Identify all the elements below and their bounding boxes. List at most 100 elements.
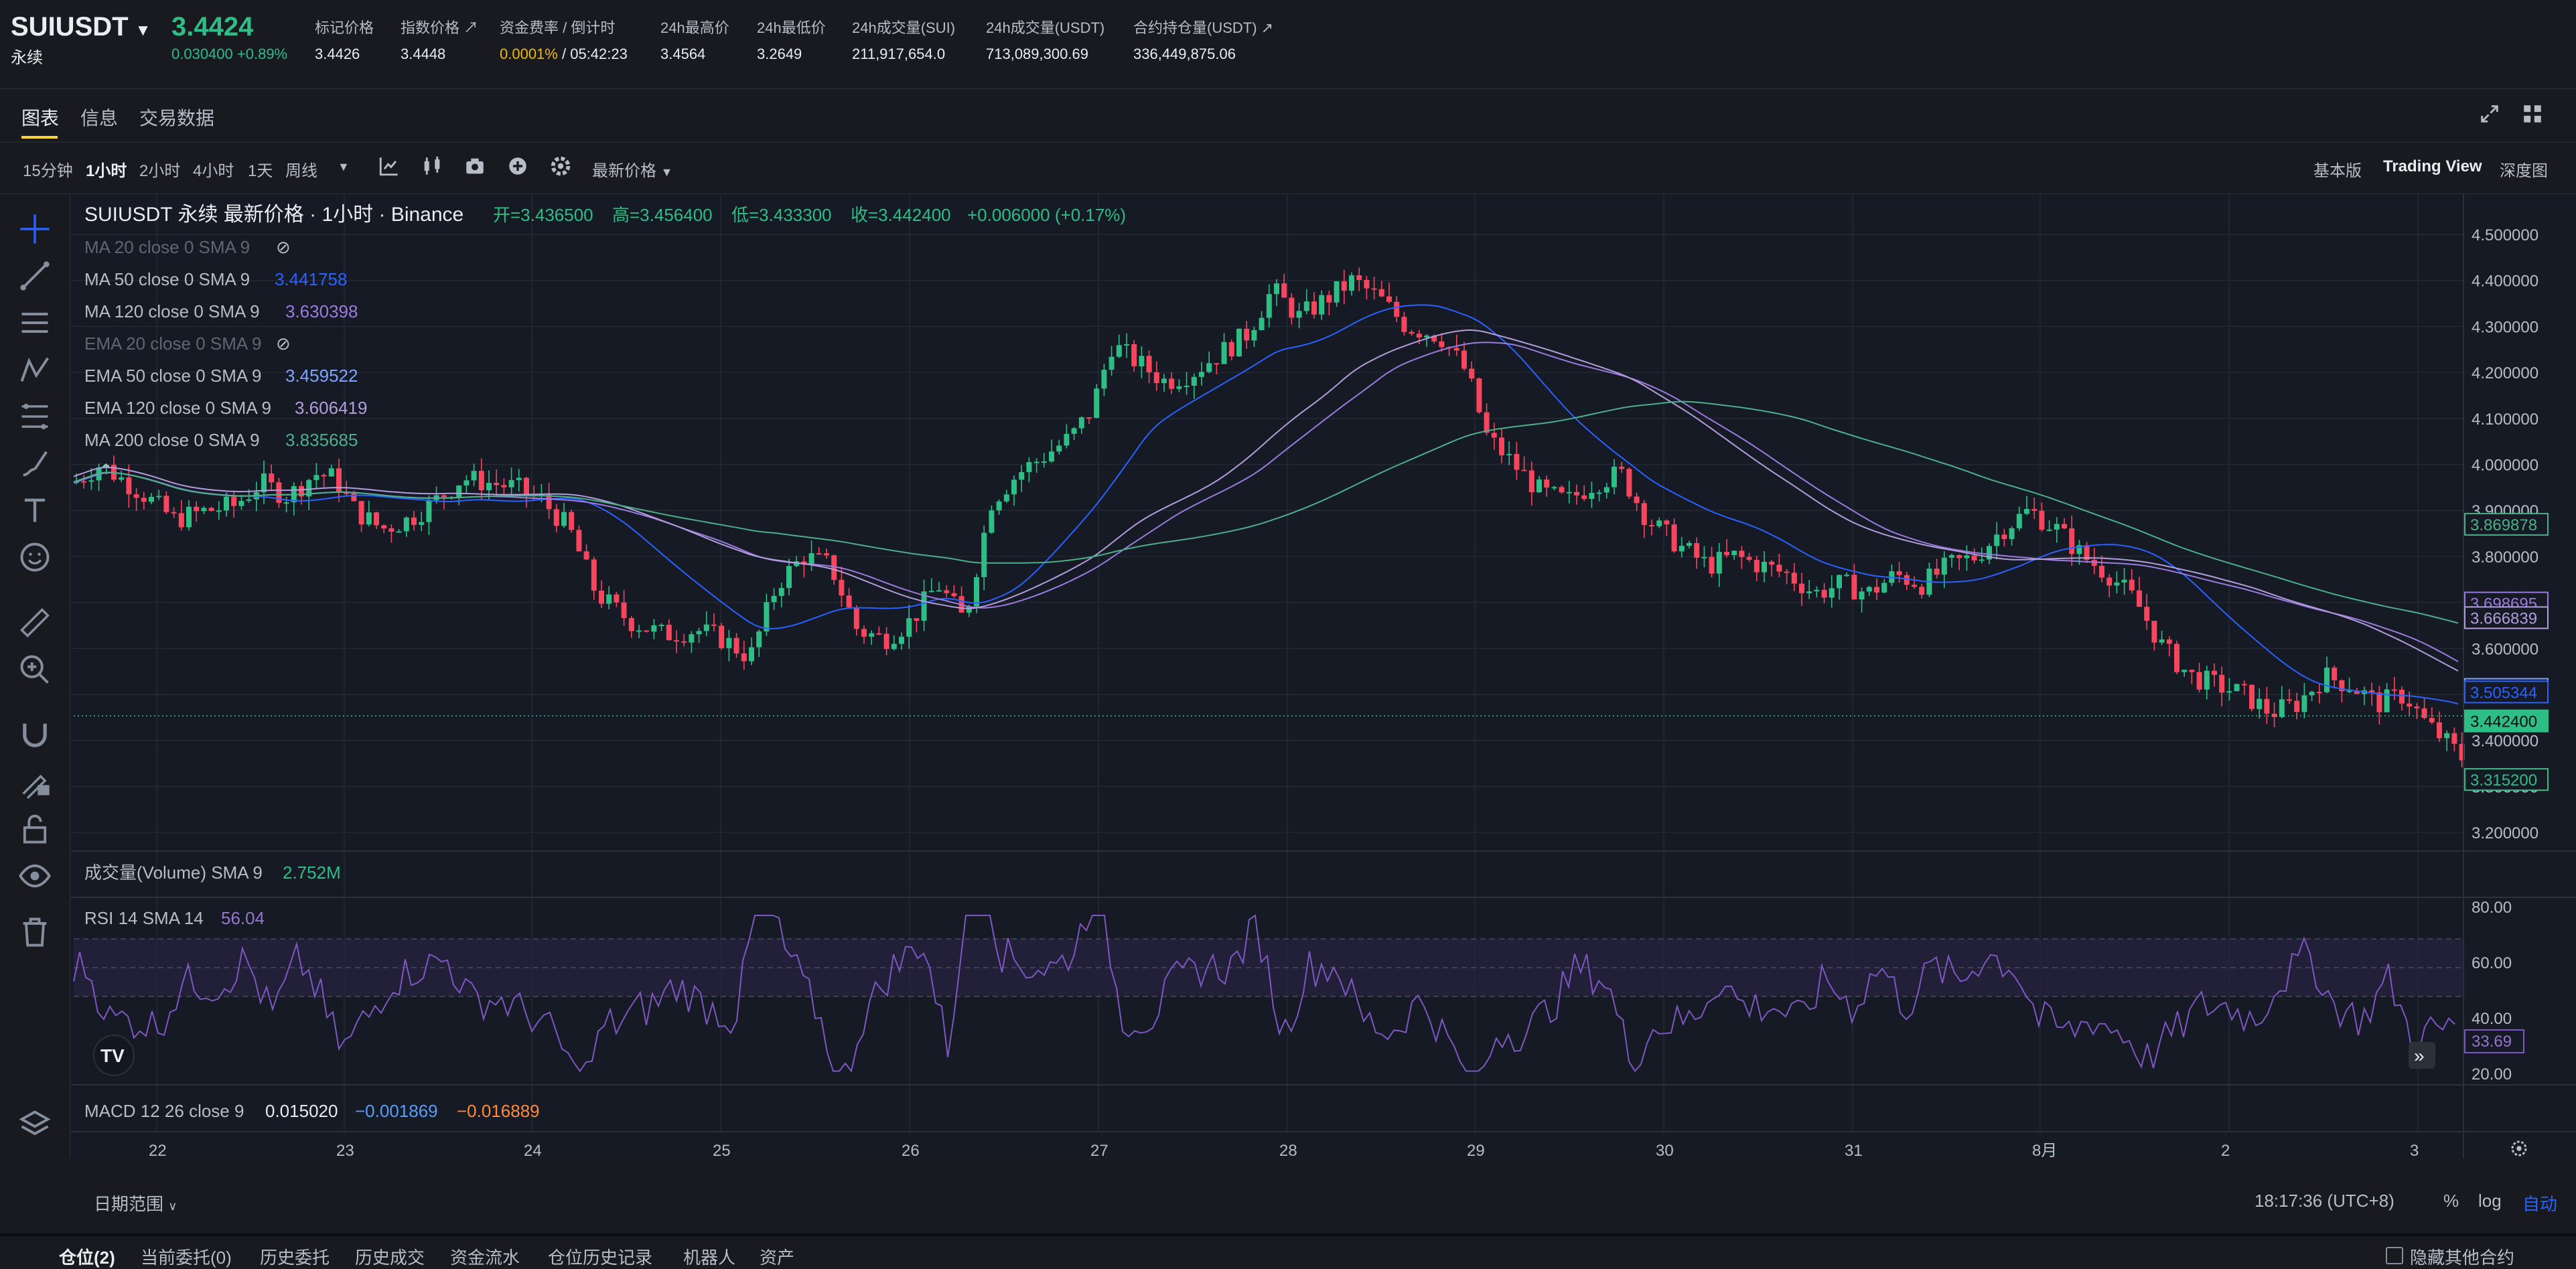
candle-body (989, 510, 995, 533)
candle-body (1146, 356, 1152, 373)
add-indicator-icon[interactable] (506, 155, 529, 177)
volume-usdt-label: 24h成交量(USDT) (986, 19, 1105, 36)
emoji-icon[interactable] (17, 540, 52, 575)
candle-body (478, 471, 484, 491)
auto-toggle[interactable]: 自动 (2522, 1194, 2558, 1214)
tab-order-history[interactable]: 历史委托 (260, 1248, 330, 1268)
interval-1w[interactable]: 周线 (285, 162, 317, 180)
crosshair-icon[interactable] (17, 212, 52, 246)
brush-icon[interactable] (17, 446, 52, 481)
tab-transactions[interactable]: 资金流水 (450, 1248, 520, 1268)
candle-body (388, 528, 395, 532)
candle-body (1416, 333, 1422, 338)
candle-body (1236, 328, 1242, 357)
tab-trade-history[interactable]: 历史成交 (355, 1248, 425, 1268)
percent-toggle[interactable]: % (2443, 1191, 2459, 1211)
price-tag-value: 3.505344 (2470, 684, 2537, 702)
price-chart[interactable]: 4.500000 4.400000 4.300000 4.200000 4.100000… (71, 194, 2576, 1160)
tab-chart[interactable]: 图表 (21, 108, 60, 129)
layout-grid-icon[interactable] (2521, 102, 2544, 125)
trendline-icon[interactable] (17, 258, 52, 293)
tradingview-logo[interactable]: TV (93, 1035, 135, 1076)
candle-body (1596, 492, 1602, 494)
horizontal-lines-icon[interactable] (17, 305, 52, 340)
candle-body (771, 595, 777, 603)
log-toggle[interactable]: log (2478, 1191, 2502, 1211)
price-type-select[interactable]: 最新价格 ▼ (592, 157, 673, 181)
candle-body (1341, 281, 1347, 291)
tab-info[interactable]: 信息 (80, 108, 119, 129)
layers-icon[interactable] (17, 1108, 52, 1142)
indicator-label: MA 120 close 0 SMA 9 (84, 301, 260, 321)
view-depth[interactable]: 深度图 (2500, 162, 2548, 180)
candle-body (1228, 342, 1234, 357)
candle-body (238, 501, 244, 506)
candles-icon[interactable] (421, 155, 443, 177)
lock-drawing-icon[interactable] (17, 765, 52, 800)
candle-body (299, 486, 304, 497)
candle-body (2129, 579, 2135, 591)
clock[interactable]: 18:17:36 (UTC+8) (2255, 1191, 2394, 1211)
view-basic[interactable]: 基本版 (2313, 162, 2362, 180)
chart-settings-icon[interactable] (2509, 1138, 2529, 1159)
candle-body (344, 492, 350, 494)
view-tradingview[interactable]: Trading View (2383, 157, 2482, 175)
tab-open-orders[interactable]: 当前委托(0) (141, 1248, 232, 1268)
tab-bots[interactable]: 机器人 (683, 1248, 736, 1268)
candle-body (171, 512, 177, 514)
candle-body (1011, 479, 1017, 495)
candle-body (1019, 472, 1025, 480)
candle-body (2159, 639, 2165, 643)
candle-body (1049, 451, 1054, 461)
candle-body (2137, 590, 2142, 607)
date-range-select[interactable]: 日期范围 ∨ (94, 1191, 177, 1215)
ruler-icon[interactable] (17, 605, 52, 640)
zoom-in-icon[interactable] (17, 652, 52, 687)
text-icon[interactable] (17, 493, 52, 528)
settings-gear-icon[interactable] (549, 155, 572, 177)
high-24h-label: 24h最高价 (660, 19, 729, 36)
open-interest-link[interactable]: 合约持仓量(USDT) ↗ (1133, 19, 1274, 36)
hide-others-checkbox[interactable] (2386, 1247, 2403, 1264)
tab-assets[interactable]: 资产 (760, 1248, 795, 1268)
scroll-right-icon[interactable]: » (2409, 1042, 2435, 1069)
symbol-selector[interactable]: SUIUSDT ▼ (11, 12, 151, 42)
candle-body (1461, 350, 1467, 369)
interval-1h[interactable]: 1小时 (86, 162, 127, 180)
lock-icon[interactable] (17, 812, 52, 846)
ma-50-line (73, 304, 2459, 704)
tab-positions[interactable]: 仓位(2) (59, 1248, 115, 1268)
price-tick: 3.600000 (2472, 640, 2538, 658)
index-price-link[interactable]: 指数价格 ↗ (401, 19, 479, 36)
interval-4h[interactable]: 4小时 (193, 162, 234, 180)
candle-body (1214, 363, 1220, 365)
interval-dropdown-icon[interactable]: ▼ (338, 160, 350, 173)
ticker-bar: SUIUSDT ▼ 永续 3.4424 0.030400 +0.89% 标记价格 … (0, 0, 2576, 83)
candle-body (2031, 509, 2037, 511)
pattern-icon[interactable] (17, 352, 52, 387)
tab-position-history[interactable]: 仓位历史记录 (548, 1248, 653, 1268)
camera-icon[interactable] (463, 155, 486, 177)
interval-1d[interactable]: 1天 (248, 162, 273, 180)
magnet-icon[interactable] (17, 718, 52, 753)
funding-rate-label: 资金费率 / 倒计时 (500, 19, 616, 36)
trash-icon[interactable] (17, 915, 52, 950)
chart-canvas[interactable]: 4.500000 4.400000 4.300000 4.200000 4.100000… (71, 194, 2576, 1160)
time-axis[interactable]: 22 23 24 25 26 27 28 29 30 31 8月 2 3 (149, 1142, 2419, 1160)
candle-body (2294, 700, 2300, 713)
price-tick: 3.800000 (2472, 548, 2538, 567)
candle-body (1206, 363, 1212, 372)
collapse-legend-icon[interactable]: ⌃ (99, 461, 113, 479)
candle-body (2316, 692, 2322, 694)
interval-15m[interactable]: 15分钟 (23, 162, 73, 180)
chart-type-icon[interactable] (378, 155, 401, 177)
interval-2h[interactable]: 2小时 (139, 162, 181, 180)
tab-trading-data[interactable]: 交易数据 (139, 108, 215, 129)
indicator-value: 3.441758 (275, 269, 347, 289)
expand-icon[interactable] (2478, 102, 2501, 125)
eye-icon[interactable] (17, 859, 52, 893)
candle-body (2241, 684, 2247, 686)
candle-body (1259, 317, 1265, 330)
fib-icon[interactable] (17, 399, 52, 434)
candle-body (1101, 370, 1107, 389)
